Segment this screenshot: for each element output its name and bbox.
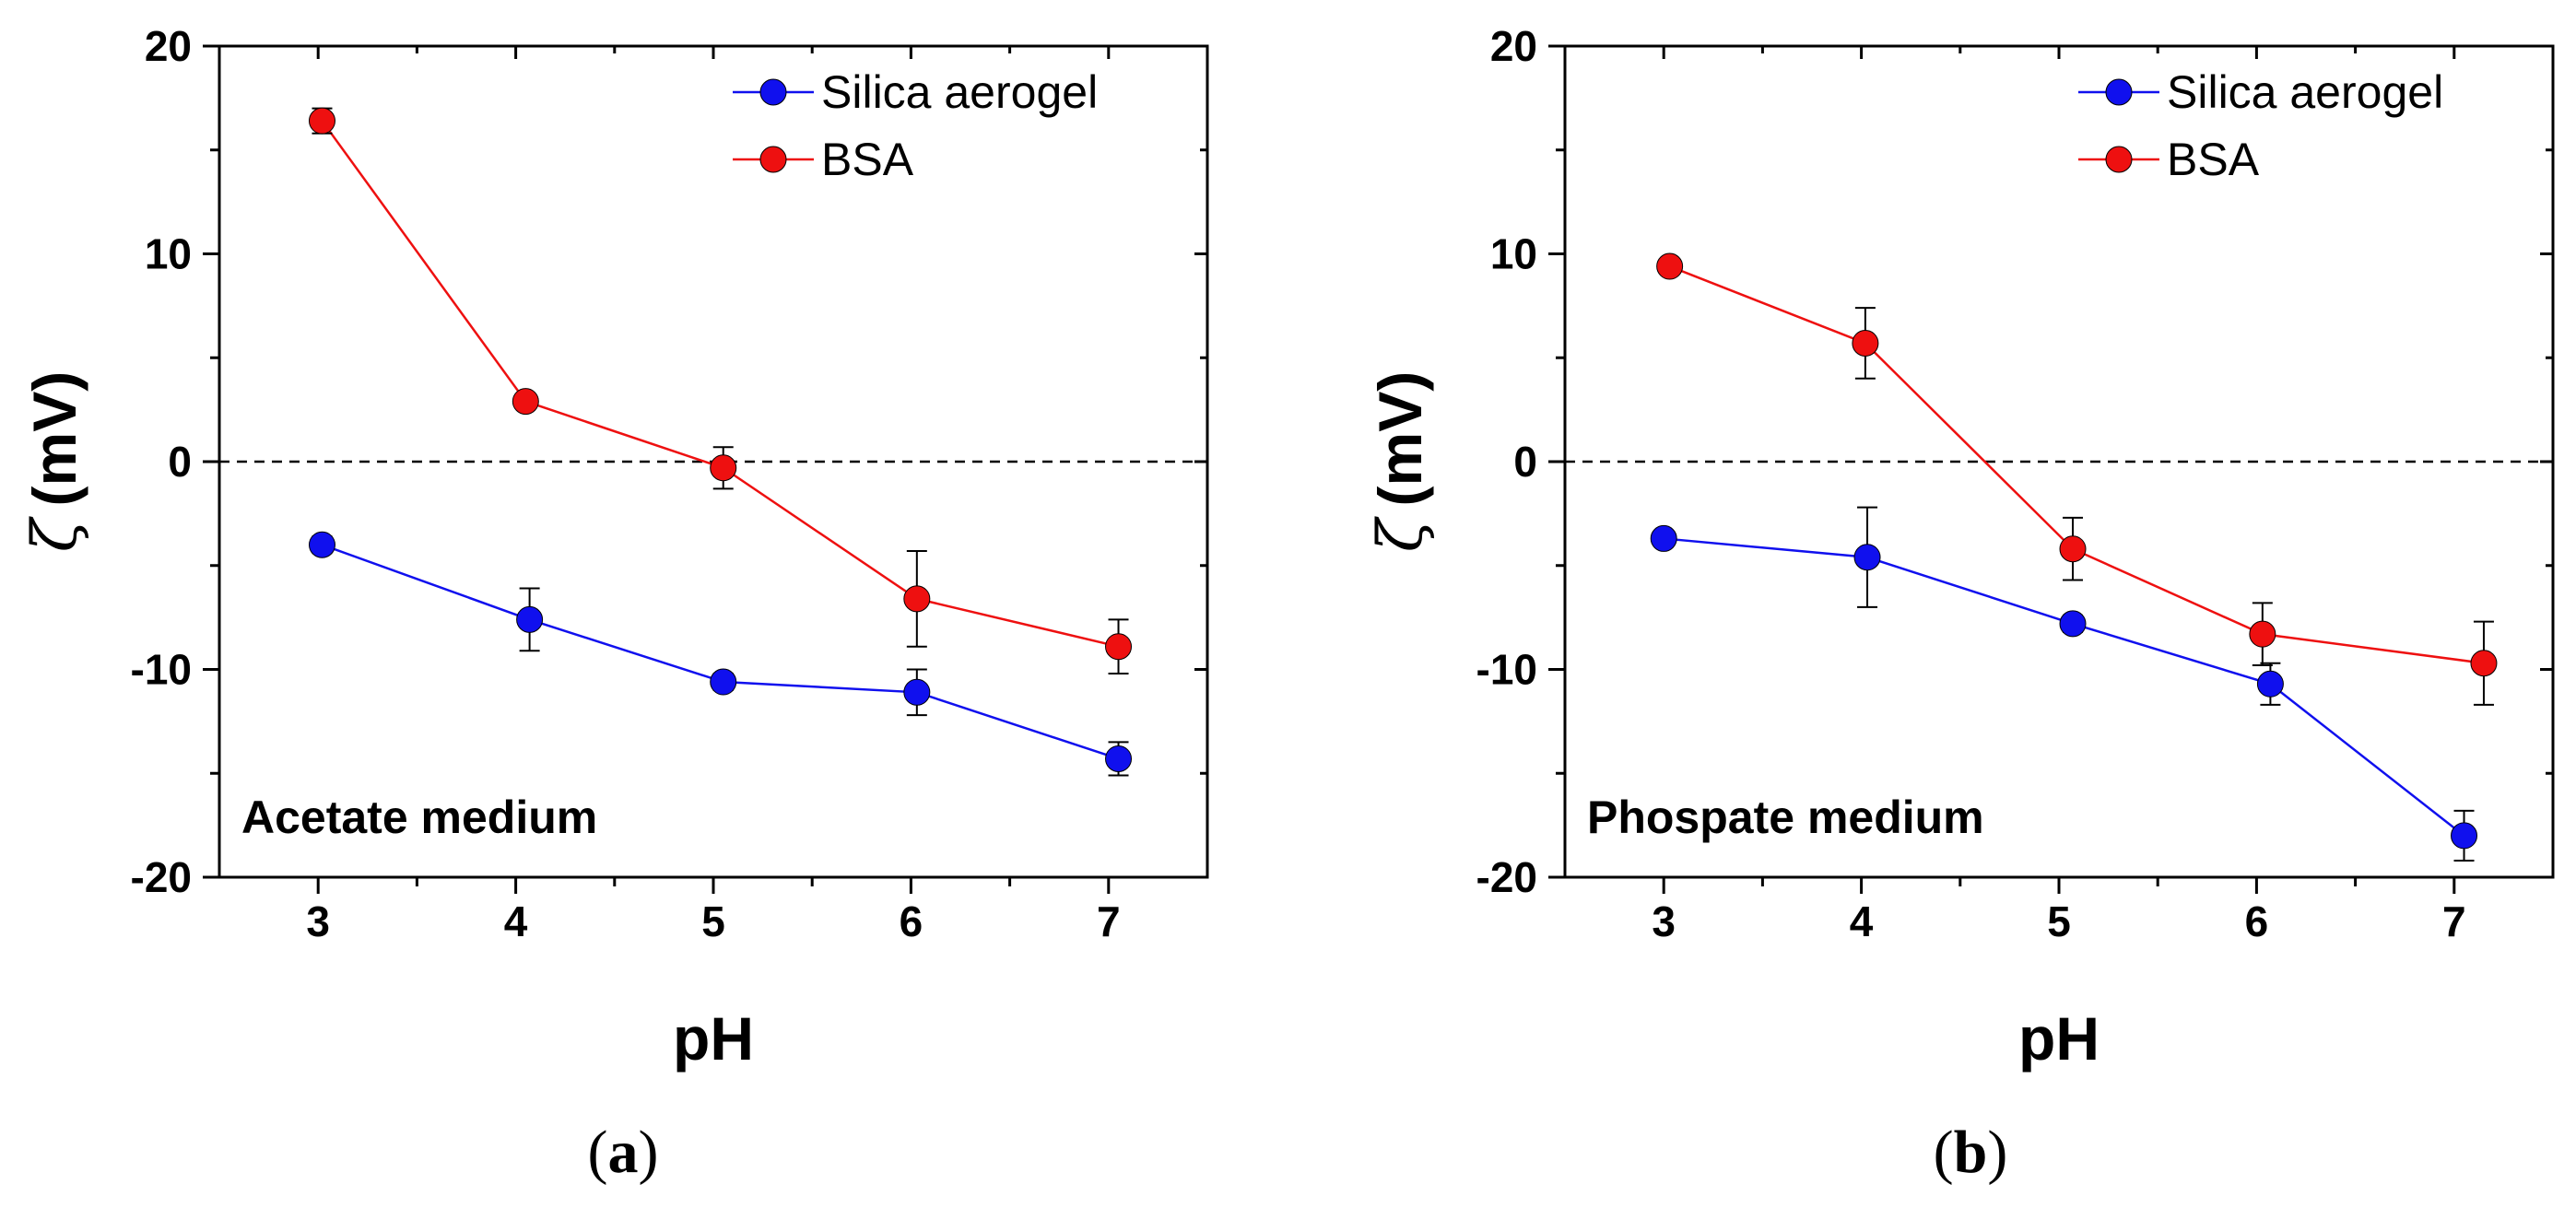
x-tick-label: 5 — [701, 897, 725, 945]
axis-tick-labels: 3 4 5 6 7 -20 -10 0 10 20 — [1476, 22, 2466, 945]
data-point — [2059, 610, 2087, 638]
y-tick-label: -20 — [1476, 853, 1537, 901]
series-silica-aerogel — [1650, 506, 2478, 862]
x-tick-label: 7 — [1097, 897, 1121, 945]
chart-panel-a: 3 4 5 6 7 -20 -10 0 10 20 Silica aerogel BSA pH ζ (… — [19, 22, 1209, 1186]
legend-label: Silica aerogel — [821, 66, 1098, 118]
data-point — [1105, 633, 1133, 661]
y-axis-symbol: ζ — [1365, 515, 1436, 552]
axis-ticks — [203, 44, 1207, 894]
x-axis-title: pH — [673, 1004, 754, 1073]
axis-ticks — [1548, 44, 2553, 894]
y-axis-title: ζ (mV) — [19, 371, 90, 552]
data-point — [308, 531, 335, 558]
data-point — [2451, 822, 2478, 850]
data-point — [1650, 524, 1677, 552]
y-axis-title: ζ (mV) — [1365, 371, 1436, 552]
data-point — [903, 678, 931, 706]
panel-annotation: Acetate medium — [241, 792, 597, 843]
axis-tick-labels: 3 4 5 6 7 -20 -10 0 10 20 — [131, 22, 1121, 945]
y-tick-label: 10 — [1490, 230, 1537, 278]
x-tick-label: 7 — [2442, 897, 2466, 945]
y-tick-label: 10 — [145, 230, 192, 278]
data-point — [2256, 670, 2284, 698]
panel-caption-letter: a — [608, 1119, 639, 1186]
data-point — [903, 585, 931, 613]
x-tick-label: 3 — [306, 897, 330, 945]
legend-swatch-marker — [759, 146, 787, 173]
data-series — [1650, 252, 2498, 862]
x-axis-title: pH — [2018, 1004, 2100, 1073]
x-tick-label: 4 — [504, 897, 528, 945]
y-tick-label: -20 — [131, 853, 192, 901]
panel-annotation: Phospate medium — [1587, 792, 1984, 843]
y-tick-label: 0 — [1513, 438, 1537, 486]
data-point — [2059, 535, 2087, 563]
data-point — [512, 388, 539, 416]
legend-label: Silica aerogel — [2167, 66, 2443, 118]
data-series — [308, 107, 1133, 777]
x-tick-label: 6 — [900, 897, 923, 945]
y-axis-unit: (mV) — [1366, 371, 1434, 507]
series-silica-aerogel — [308, 531, 1133, 777]
legend-swatch-marker — [2105, 146, 2133, 173]
legend: Silica aerogel BSA — [733, 66, 1098, 185]
panel-caption-letter: b — [1954, 1119, 1988, 1186]
y-axis-symbol: ζ — [19, 515, 90, 552]
legend: Silica aerogel BSA — [2078, 66, 2443, 185]
series-line — [1669, 264, 2485, 664]
data-point — [308, 107, 335, 135]
legend-swatch-marker — [2105, 78, 2133, 106]
data-point — [710, 454, 737, 482]
data-point — [1656, 252, 1684, 280]
x-tick-label: 4 — [1850, 897, 1874, 945]
legend-label: BSA — [2167, 134, 2260, 185]
series-line — [322, 544, 1119, 760]
series-bsa — [1656, 252, 2498, 706]
x-tick-label: 3 — [1652, 897, 1676, 945]
panel-caption: (a) — [588, 1119, 659, 1186]
series-bsa — [308, 107, 1133, 675]
x-tick-label: 5 — [2047, 897, 2071, 945]
panel-caption: (b) — [1934, 1119, 2008, 1186]
y-tick-label: 20 — [1490, 22, 1537, 70]
data-point — [1105, 745, 1133, 772]
y-tick-label: -10 — [1476, 646, 1537, 694]
data-point — [1852, 329, 1879, 357]
chart-panel-b: 3 4 5 6 7 -20 -10 0 10 20 Silica aerogel BSA pH ζ (… — [1365, 22, 2555, 1186]
legend-swatch-marker — [759, 78, 787, 106]
legend-label: BSA — [821, 134, 914, 185]
y-tick-label: 20 — [145, 22, 192, 70]
series-line — [321, 120, 1119, 648]
y-tick-label: 0 — [168, 438, 192, 486]
x-tick-label: 6 — [2245, 897, 2269, 945]
data-point — [710, 668, 737, 696]
data-point — [516, 605, 544, 633]
data-point — [2470, 650, 2498, 677]
y-tick-label: -10 — [131, 646, 192, 694]
data-point — [1853, 544, 1881, 571]
data-point — [2249, 620, 2276, 648]
y-axis-unit: (mV) — [20, 371, 88, 507]
